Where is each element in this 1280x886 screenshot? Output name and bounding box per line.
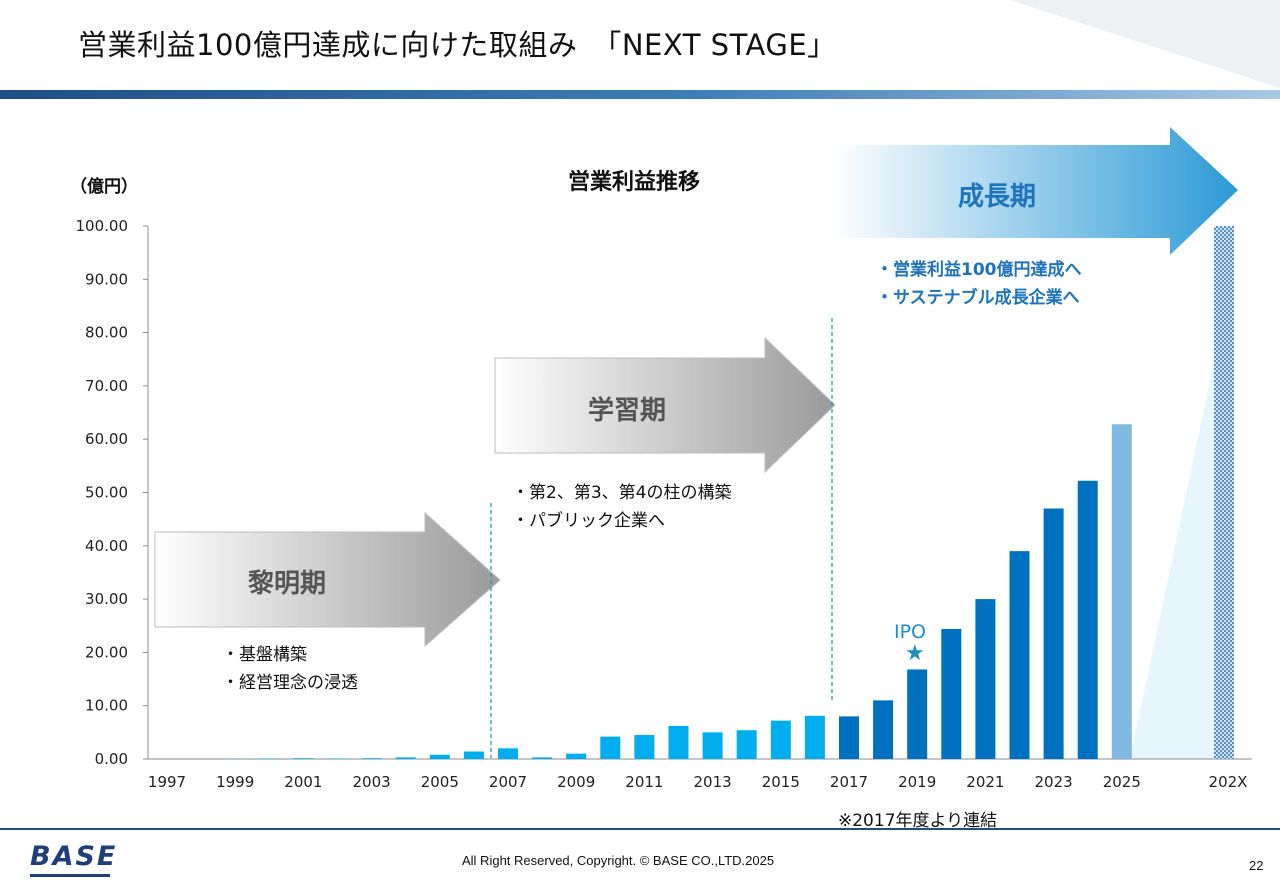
x-tick-label: 2019	[898, 773, 936, 791]
bar-2016	[804, 715, 825, 759]
bar-2025	[1111, 424, 1132, 759]
x-tick-label: 2011	[625, 773, 663, 791]
x-tick-label: 2021	[966, 773, 1004, 791]
x-tick-label: 2003	[353, 773, 391, 791]
bar-202X	[1214, 226, 1234, 759]
bar-2000	[259, 758, 280, 759]
stage-2-note-1: ・第2、第3、第4の柱の構築	[512, 483, 732, 503]
y-tick-label: 30.00	[85, 590, 128, 608]
bar-2007	[498, 748, 518, 759]
footer-line	[0, 828, 1280, 830]
stage-2-note-2: ・パブリック企業へ	[512, 511, 665, 531]
stage-3-notes: ・営業利益100億円達成へ ・サステナブル成長企業へ	[876, 256, 1082, 312]
stage-2-notes: ・第2、第3、第4の柱の構築 ・パブリック企業へ	[512, 479, 731, 535]
base-logo: BASE	[30, 841, 118, 872]
bar-2005	[429, 754, 450, 759]
y-tick-label: 10.00	[85, 697, 128, 715]
y-tick-label: 100.00	[76, 217, 129, 235]
chart-title: 営業利益推移	[568, 170, 701, 195]
header-corner-decoration	[1010, 0, 1280, 88]
x-tick-label: 2025	[1103, 773, 1141, 791]
bar-2009	[566, 753, 587, 759]
y-axis-unit: （億円）	[70, 177, 138, 197]
header-band	[0, 90, 1280, 99]
bar-2010	[600, 736, 621, 759]
x-tick-label: 2009	[557, 773, 595, 791]
bar-2001	[293, 758, 314, 759]
stage-1-note-2: ・経営理念の浸透	[222, 673, 358, 693]
logo-underline	[30, 874, 110, 877]
stage-label-2: 学習期	[588, 396, 667, 426]
stage-arrow-3	[832, 127, 1238, 255]
x-tick-label: 2007	[489, 773, 527, 791]
x-tick-label: 2017	[830, 773, 868, 791]
x-tick-label: 1999	[216, 773, 254, 791]
operating-profit-chart: 100.00 90.00 80.00 70.00 60.00 50.00 40.00 30.0…	[76, 127, 1252, 791]
page-number: 22	[1249, 858, 1264, 873]
x-tick-label: 2015	[762, 773, 800, 791]
bar-2020	[941, 628, 962, 759]
bar-2002	[327, 758, 348, 759]
bar-2012	[668, 725, 689, 759]
x-tick-label: 2013	[694, 773, 732, 791]
y-tick-label: 0.00	[95, 750, 128, 768]
stage-3-note-2: ・サステナブル成長企業へ	[876, 288, 1080, 308]
bar-2022	[1009, 551, 1030, 759]
y-tick-label: 20.00	[85, 643, 128, 661]
x-tick-label: 2005	[421, 773, 459, 791]
ipo-label: IPO	[894, 621, 927, 643]
y-tick-label: 90.00	[85, 270, 128, 288]
y-tick-label: 60.00	[85, 430, 128, 448]
stage-1-note-1: ・基盤構築	[222, 645, 307, 665]
bar-2015	[770, 720, 791, 759]
bar-2013	[702, 732, 723, 759]
growth-fan	[1130, 286, 1230, 759]
bar-2014	[736, 730, 757, 759]
y-tick-label: 40.00	[85, 537, 128, 555]
x-tick-label: 2023	[1035, 773, 1073, 791]
copyright-text: All Right Reserved, Copyright. © BASE CO…	[462, 853, 775, 868]
bar-2017	[839, 716, 859, 759]
consolidation-footnote: ※2017年度より連結	[838, 811, 998, 831]
bar-2011	[634, 735, 655, 759]
bar-2006	[463, 751, 484, 759]
bar-2019	[907, 669, 928, 759]
stage-arrow-2	[494, 336, 836, 474]
x-tick-label: 1997	[148, 773, 186, 791]
stage-arrow-1	[154, 511, 501, 648]
y-tick-label: 50.00	[85, 484, 128, 502]
bar-2021	[975, 599, 996, 759]
stage-3-note-1: ・営業利益100億円達成へ	[876, 260, 1082, 280]
y-tick-label: 80.00	[85, 324, 128, 342]
stage-1-notes: ・基盤構築 ・経営理念の浸透	[222, 641, 358, 697]
y-tick-label: 70.00	[85, 377, 128, 395]
stage-label-3: 成長期	[958, 182, 1037, 212]
page-title: 営業利益100億円達成に向けた取組み 「NEXT STAGE」	[78, 28, 837, 62]
bar-2004	[395, 757, 416, 759]
x-tick-label: 2001	[284, 773, 322, 791]
x-tick-label: 202X	[1209, 773, 1248, 791]
bar-2023	[1043, 508, 1064, 759]
bar-2024	[1077, 480, 1098, 759]
star-icon: ★	[905, 641, 925, 666]
stage-label-1: 黎明期	[248, 569, 327, 599]
bar-2008	[532, 757, 553, 759]
bar-2003	[361, 758, 382, 759]
bar-2018	[873, 700, 894, 759]
